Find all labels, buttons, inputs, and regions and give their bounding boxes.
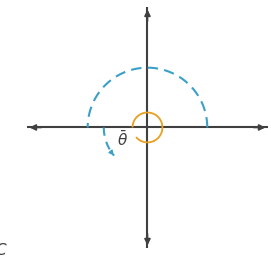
Text: C: C <box>0 243 6 258</box>
Text: $\bar{\theta}$: $\bar{\theta}$ <box>117 129 128 149</box>
